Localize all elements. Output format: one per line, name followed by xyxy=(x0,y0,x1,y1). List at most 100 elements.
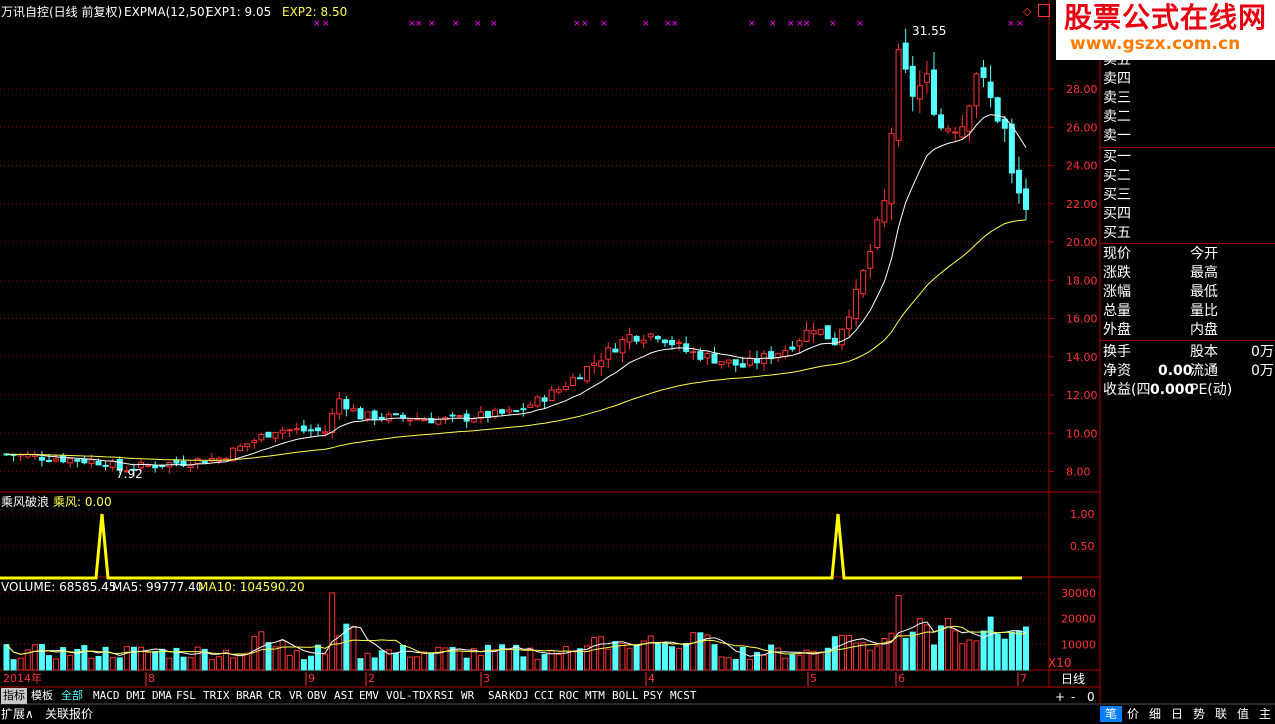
indicator-panel-value: 乘风: 0.00 xyxy=(53,495,112,509)
indicator-tab[interactable]: BOLL xyxy=(612,689,639,702)
volume-bar xyxy=(329,592,336,671)
volume-bar xyxy=(371,657,378,671)
indicator-tab[interactable]: CR xyxy=(268,689,282,702)
volume-bar xyxy=(180,656,187,671)
volume-bar xyxy=(923,624,930,671)
diamond-icon[interactable]: ◇ xyxy=(1023,5,1032,18)
related-quotes-button[interactable]: 关联报价 xyxy=(45,707,94,721)
candle xyxy=(449,412,456,423)
indicator-tab[interactable]: MTM xyxy=(585,689,605,702)
candle xyxy=(17,452,24,462)
indicator-tab[interactable]: RSI xyxy=(434,689,454,702)
indicator-panel-name: 乘风破浪 xyxy=(1,495,50,509)
indicator-tab[interactable]: 全部 xyxy=(61,689,83,702)
volume-bar xyxy=(286,655,293,671)
volume-bar xyxy=(152,650,159,671)
right-panel-tab[interactable]: 细 xyxy=(1148,707,1161,721)
zoom-out-button[interactable]: - xyxy=(1071,690,1076,704)
volume-bar xyxy=(53,658,60,671)
candle xyxy=(251,438,258,449)
volume-bar xyxy=(102,646,109,671)
candle xyxy=(980,60,987,87)
eps-value: 0.000 xyxy=(1150,382,1195,398)
window-square-icon[interactable] xyxy=(1038,4,1050,17)
volume-bar xyxy=(591,636,598,671)
candle xyxy=(548,385,555,402)
indicator-tab[interactable]: BRAR xyxy=(236,689,263,702)
candle xyxy=(803,321,810,343)
indicator-tab[interactable]: MCST xyxy=(670,689,697,702)
expand-button[interactable]: 扩展∧ xyxy=(1,707,34,721)
indicator-tab[interactable]: PSY xyxy=(643,689,663,702)
volume-bar xyxy=(350,625,357,671)
candle xyxy=(874,216,881,251)
right-panel-tab[interactable]: 价 xyxy=(1126,707,1139,721)
volume-bar xyxy=(208,659,215,671)
right-panel-tab[interactable]: 日 xyxy=(1170,707,1183,721)
period-label[interactable]: 日线 xyxy=(1061,672,1086,686)
month-label: 7 xyxy=(1020,672,1027,685)
indicator-tab[interactable]: EMV xyxy=(359,689,379,702)
quote-label: 今开 xyxy=(1190,246,1218,262)
candle xyxy=(293,422,300,435)
indicator-tab[interactable]: 模板 xyxy=(31,689,53,702)
volume-bar xyxy=(343,623,350,671)
zoom-reset-button[interactable]: 0 xyxy=(1087,690,1095,704)
candle xyxy=(810,322,817,343)
indicator-tab[interactable]: DMA xyxy=(152,689,172,702)
order-book-buy-level: 买五 xyxy=(1103,225,1131,241)
indicator-tab[interactable]: ROC xyxy=(559,689,579,702)
indicator-tick-label: 1.00 xyxy=(1070,508,1095,521)
indicator-tab[interactable]: DMI xyxy=(126,689,146,702)
volume-bar xyxy=(442,647,449,671)
volume-ma10-line xyxy=(6,625,1027,655)
candle xyxy=(230,447,237,462)
signal-marker: × xyxy=(408,19,416,29)
candle xyxy=(881,188,888,228)
watermark-url: www.gszx.com.cn xyxy=(1070,34,1241,54)
right-panel-tab[interactable]: 势 xyxy=(1192,707,1205,721)
month-label: 6 xyxy=(898,672,905,685)
candle xyxy=(272,431,279,443)
right-panel-tab[interactable]: 笔 xyxy=(1100,706,1122,722)
volume-value: VOLUME: 68585.45 xyxy=(1,580,117,594)
candle xyxy=(350,403,357,413)
right-panel-tab[interactable]: 主 xyxy=(1258,707,1271,721)
indicator-tab[interactable]: WR xyxy=(461,689,475,702)
volume-bar xyxy=(506,648,513,671)
indicator-tab[interactable]: 指标 xyxy=(1,688,27,704)
volume-bar xyxy=(123,646,130,671)
right-panel-tab[interactable]: 联 xyxy=(1214,707,1227,721)
signal-marker: × xyxy=(452,19,460,29)
signal-marker: × xyxy=(581,19,589,29)
indicator-tab[interactable]: ASI xyxy=(334,689,354,702)
volume-bar xyxy=(633,645,640,671)
candle xyxy=(952,127,959,142)
volume-bar xyxy=(435,646,442,671)
volume-bar xyxy=(987,616,994,671)
candle xyxy=(102,460,109,471)
indicator-tab[interactable]: VOL-TDX xyxy=(386,689,433,702)
signal-marker: × xyxy=(1007,19,1015,29)
fundamentals-divider xyxy=(1100,340,1275,341)
chart-grid xyxy=(0,0,1275,705)
volume-bar xyxy=(732,658,739,671)
indicator-tab[interactable]: VR xyxy=(289,689,303,702)
indicator-tab[interactable]: KDJ xyxy=(509,689,529,702)
price-tick-label: 20.00 xyxy=(1066,236,1098,249)
price-tick-label: 10.00 xyxy=(1066,427,1098,440)
indicator-tab[interactable]: OBV xyxy=(307,689,327,702)
candle xyxy=(987,65,994,108)
right-panel-tab[interactable]: 值 xyxy=(1236,707,1249,721)
zoom-in-button[interactable]: + xyxy=(1055,690,1066,704)
indicator-tab[interactable]: FSL xyxy=(176,689,196,702)
quote-label: 现价 xyxy=(1103,246,1131,262)
candle xyxy=(407,419,414,427)
quote-divider xyxy=(1100,243,1275,244)
indicator-tab[interactable]: CCI xyxy=(534,689,554,702)
indicator-tab[interactable]: SAR xyxy=(488,689,508,702)
candle xyxy=(307,424,314,438)
indicator-tab[interactable]: MACD xyxy=(93,689,120,702)
indicator-tab[interactable]: TRIX xyxy=(203,689,230,702)
